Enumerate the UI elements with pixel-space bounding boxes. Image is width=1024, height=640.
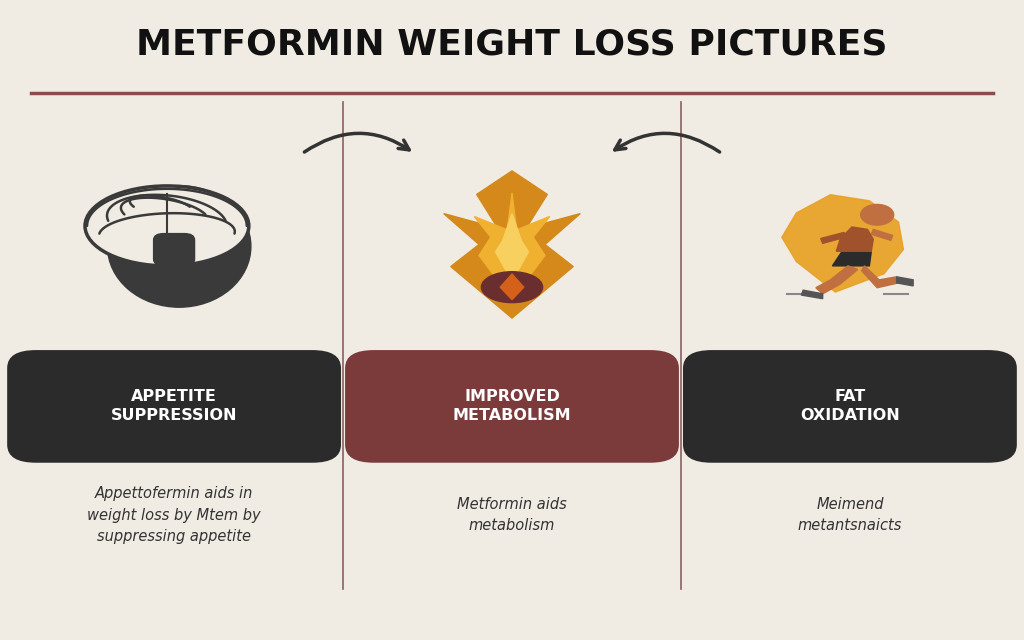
FancyArrowPatch shape [304, 133, 410, 152]
Polygon shape [897, 277, 913, 286]
Polygon shape [837, 227, 873, 252]
Polygon shape [443, 171, 581, 318]
Polygon shape [861, 266, 899, 288]
Text: IMPROVED
METABOLISM: IMPROVED METABOLISM [453, 389, 571, 424]
Polygon shape [500, 274, 523, 300]
Polygon shape [833, 252, 871, 266]
Text: METFORMIN WEIGHT LOSS PICTURES: METFORMIN WEIGHT LOSS PICTURES [136, 28, 888, 62]
Polygon shape [871, 229, 893, 241]
Ellipse shape [108, 186, 251, 307]
Text: Meimend
metantsnaicts: Meimend metantsnaicts [798, 497, 902, 534]
Text: FAT
OXIDATION: FAT OXIDATION [800, 389, 900, 424]
Polygon shape [496, 214, 528, 282]
Polygon shape [801, 290, 822, 299]
Polygon shape [782, 195, 903, 292]
Text: APPETITE
SUPPRESSION: APPETITE SUPPRESSION [111, 389, 238, 424]
FancyBboxPatch shape [345, 350, 679, 463]
Circle shape [860, 204, 894, 225]
FancyBboxPatch shape [7, 350, 341, 463]
FancyBboxPatch shape [683, 350, 1017, 463]
FancyBboxPatch shape [154, 234, 195, 266]
Polygon shape [816, 266, 858, 294]
FancyArrowPatch shape [614, 133, 720, 152]
Polygon shape [474, 193, 550, 300]
Text: Appettofermin aids in
weight loss by Mtem by
suppressing appetite: Appettofermin aids in weight loss by Mte… [87, 486, 261, 544]
Text: Metformin aids
metabolism: Metformin aids metabolism [457, 497, 567, 534]
Ellipse shape [85, 186, 249, 266]
Polygon shape [821, 232, 845, 243]
Ellipse shape [481, 272, 543, 303]
